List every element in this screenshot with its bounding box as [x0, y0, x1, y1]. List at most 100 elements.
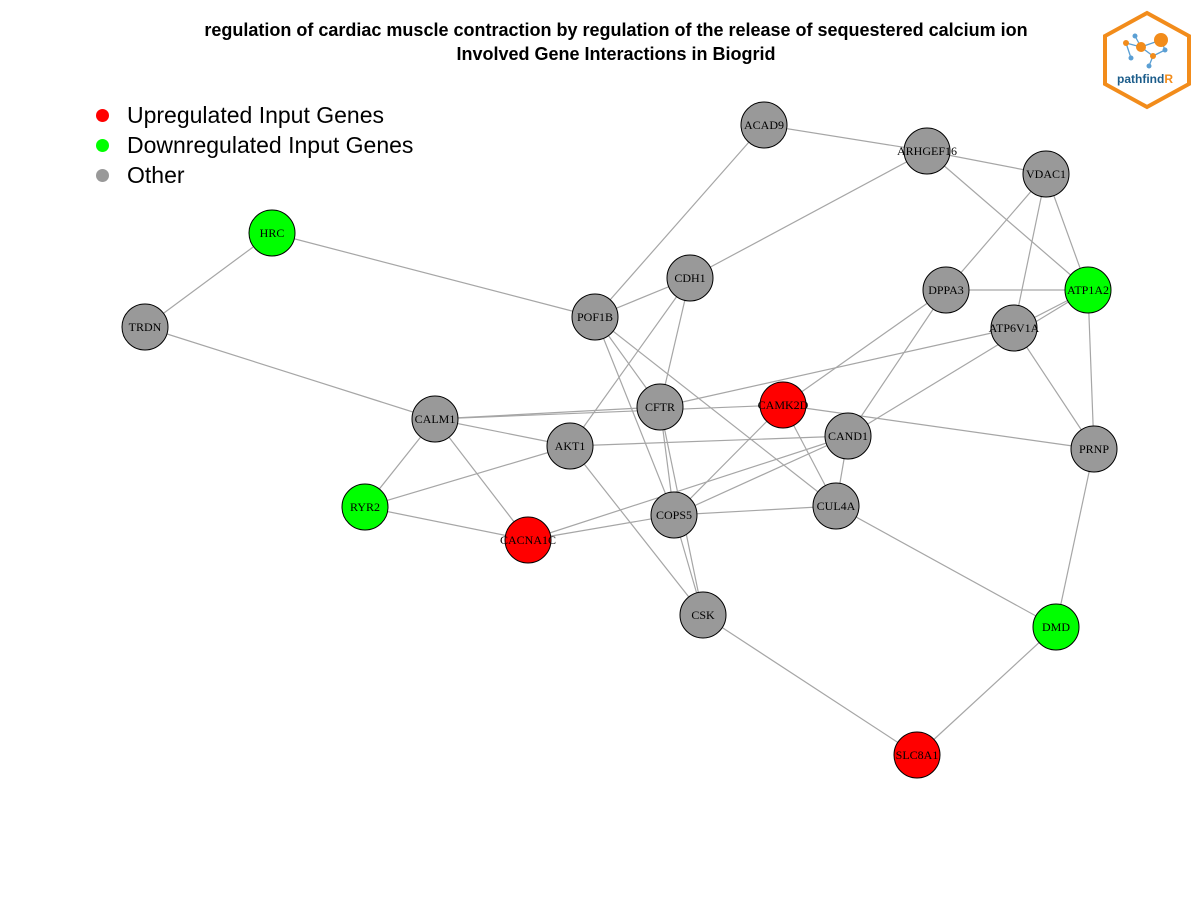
- chart-title-line1: regulation of cardiac muscle contraction…: [204, 20, 1028, 40]
- edge-acad9-pof1b: [594, 124, 765, 318]
- node-label-pof1b: POF1B: [577, 310, 613, 324]
- node-trdn[interactable]: TRDN: [121, 303, 169, 351]
- edge-pof1b-cul4a: [594, 316, 837, 507]
- edge-camk2d-prnp: [782, 404, 1095, 450]
- edge-vdac1-atp6v1a: [1013, 173, 1047, 329]
- node-label-arhgef16: ARHGEF16: [897, 144, 957, 158]
- logo-text-main: pathfind: [1117, 72, 1164, 86]
- node-cftr[interactable]: CFTR: [636, 383, 684, 431]
- edge-atp6v1a-cftr: [659, 327, 1015, 408]
- node-circle-dppa3[interactable]: [922, 266, 970, 314]
- node-circle-camk2d[interactable]: [759, 381, 807, 429]
- node-circle-cdh1[interactable]: [666, 254, 714, 302]
- node-label-cdh1: CDH1: [674, 271, 705, 285]
- edge-cdh1-akt1: [569, 277, 691, 447]
- node-label-cftr: CFTR: [645, 400, 675, 414]
- node-cops5[interactable]: COPS5: [650, 491, 698, 539]
- edge-atp1a2-cand1: [847, 289, 1089, 437]
- node-ryr2[interactable]: RYR2: [341, 483, 389, 531]
- node-label-dppa3: DPPA3: [928, 283, 964, 297]
- node-camk2d[interactable]: CAMK2D: [758, 381, 809, 429]
- edge-dppa3-cand1: [847, 289, 947, 437]
- node-circle-akt1[interactable]: [546, 422, 594, 470]
- edge-dppa3-camk2d: [782, 289, 947, 406]
- node-circle-atp1a2[interactable]: [1064, 266, 1112, 314]
- node-atp6v1a[interactable]: ATP6V1A: [989, 304, 1040, 352]
- edge-csk-slc8a1: [702, 614, 918, 756]
- node-akt1[interactable]: AKT1: [546, 422, 594, 470]
- edge-pof1b-cops5: [594, 316, 675, 516]
- legend-item-up: Upregulated Input Genes: [96, 100, 413, 130]
- node-cacna1c[interactable]: CACNA1C: [500, 516, 556, 564]
- node-dmd[interactable]: DMD: [1032, 603, 1080, 651]
- node-circle-trdn[interactable]: [121, 303, 169, 351]
- node-calm1[interactable]: CALM1: [411, 395, 459, 443]
- edge-dmd-slc8a1: [916, 626, 1057, 756]
- node-arhgef16[interactable]: ARHGEF16: [897, 127, 957, 175]
- node-cand1[interactable]: CAND1: [824, 412, 872, 460]
- node-pof1b[interactable]: POF1B: [571, 293, 619, 341]
- legend-label-down: Downregulated Input Genes: [127, 131, 414, 158]
- node-hrc[interactable]: HRC: [248, 209, 296, 257]
- node-cdh1[interactable]: CDH1: [666, 254, 714, 302]
- node-circle-arhgef16[interactable]: [903, 127, 951, 175]
- node-circle-pof1b[interactable]: [571, 293, 619, 341]
- legend-dot-up: [96, 108, 109, 122]
- node-circle-cand1[interactable]: [824, 412, 872, 460]
- node-circle-cacna1c[interactable]: [504, 516, 552, 564]
- chart-title-line2: Involved Gene Interactions in Biogrid: [456, 44, 776, 64]
- node-label-cand1: CAND1: [828, 429, 868, 443]
- pathfindr-logo: pathfindR: [1103, 10, 1191, 110]
- node-label-dmd: DMD: [1042, 620, 1070, 634]
- node-prnp[interactable]: PRNP: [1070, 425, 1118, 473]
- node-circle-prnp[interactable]: [1070, 425, 1118, 473]
- node-label-akt1: AKT1: [555, 439, 586, 453]
- node-circle-atp6v1a[interactable]: [990, 304, 1038, 352]
- node-label-cul4a: CUL4A: [817, 499, 856, 513]
- node-label-hrc: HRC: [260, 226, 285, 240]
- node-slc8a1[interactable]: SLC8A1: [893, 731, 941, 779]
- node-circle-ryr2[interactable]: [341, 483, 389, 531]
- node-circle-dmd[interactable]: [1032, 603, 1080, 651]
- edge-arhgef16-cdh1: [689, 150, 928, 279]
- node-label-calm1: CALM1: [415, 412, 456, 426]
- node-circle-hrc[interactable]: [248, 209, 296, 257]
- edge-akt1-cand1: [569, 435, 849, 447]
- legend-item-other: Other: [96, 160, 413, 190]
- edge-camk2d-cops5: [673, 404, 784, 516]
- edge-akt1-ryr2: [364, 445, 571, 508]
- legend-dot-down: [96, 138, 109, 152]
- legend-label-other: Other: [127, 161, 185, 188]
- node-label-cacna1c: CACNA1C: [500, 533, 556, 547]
- node-circle-cul4a[interactable]: [812, 482, 860, 530]
- node-circle-cftr[interactable]: [636, 383, 684, 431]
- edge-atp1a2-prnp: [1087, 289, 1095, 450]
- edge-arhgef16-atp1a2: [926, 150, 1089, 291]
- edge-cand1-cops5: [673, 435, 849, 516]
- node-circle-slc8a1[interactable]: [893, 731, 941, 779]
- edge-ryr2-cacna1c: [364, 506, 529, 541]
- node-vdac1[interactable]: VDAC1: [1022, 150, 1070, 198]
- node-acad9[interactable]: ACAD9: [740, 101, 788, 149]
- node-circle-cops5[interactable]: [650, 491, 698, 539]
- node-label-atp6v1a: ATP6V1A: [989, 321, 1040, 335]
- edge-akt1-csk: [569, 445, 704, 616]
- node-cul4a[interactable]: CUL4A: [812, 482, 860, 530]
- edge-atp6v1a-prnp: [1013, 327, 1095, 450]
- legend-label-up: Upregulated Input Genes: [127, 101, 385, 128]
- node-csk[interactable]: CSK: [679, 591, 727, 639]
- node-circle-calm1[interactable]: [411, 395, 459, 443]
- edge-hrc-trdn: [144, 232, 273, 328]
- edge-hrc-pof1b: [271, 232, 596, 318]
- node-label-slc8a1: SLC8A1: [896, 748, 939, 762]
- node-circle-vdac1[interactable]: [1022, 150, 1070, 198]
- node-circle-acad9[interactable]: [740, 101, 788, 149]
- network-nodes: ACAD9 ARHGEF16 VDAC1 HRC CDH1 DPPA3 ATP1A2 POF1…: [121, 101, 1118, 779]
- node-dppa3[interactable]: DPPA3: [922, 266, 970, 314]
- node-label-prnp: PRNP: [1079, 442, 1109, 456]
- node-circle-csk[interactable]: [679, 591, 727, 639]
- node-label-ryr2: RYR2: [350, 500, 380, 514]
- edge-calm1-cacna1c: [434, 418, 529, 541]
- node-atp1a2[interactable]: ATP1A2: [1064, 266, 1112, 314]
